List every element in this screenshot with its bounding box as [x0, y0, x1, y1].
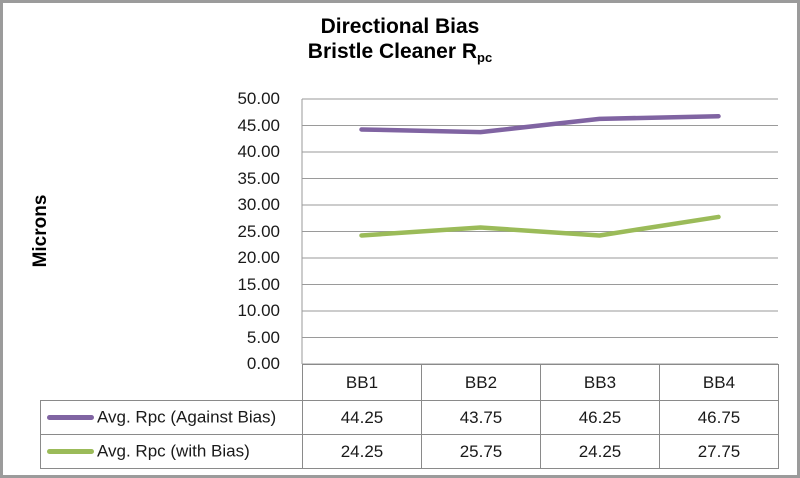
- value-cell: 24.25: [540, 434, 660, 469]
- value-cell: 43.75: [421, 400, 541, 435]
- category-header-cell: BB4: [659, 364, 779, 401]
- y-tick-label: 45.00: [237, 115, 280, 135]
- legend-line-swatch: [47, 415, 94, 421]
- y-tick-label: 10.00: [237, 301, 280, 320]
- chart-title-subscript: pc: [477, 50, 493, 65]
- series-line-1: [359, 214, 721, 238]
- value-cell: 25.75: [421, 434, 541, 469]
- y-tick-label: 0.00: [246, 354, 280, 373]
- y-tick-label: 15.00: [237, 274, 280, 294]
- y-tick-label: 30.00: [237, 195, 280, 214]
- legend-label: Avg. Rpc (Against Bias): [97, 407, 277, 427]
- data-table: BB1 BB2 BB3 BB4 Avg. Rpc (Against Bias) 44.25…: [40, 364, 779, 469]
- chart-title-line2-main: Bristle Cleaner R: [307, 40, 478, 63]
- chart-title-line1: Directional Bias: [320, 15, 480, 38]
- value-cell: 46.75: [659, 400, 779, 435]
- value-cell: 24.25: [302, 434, 422, 469]
- table-row: Avg. Rpc (with Bias) 24.25 25.75 24.25 27.75: [40, 434, 779, 469]
- value-cell: 27.75: [659, 434, 779, 469]
- y-tick-label: 20.00: [237, 248, 280, 267]
- table-row: Avg. Rpc (Against Bias) 44.25 43.75 46.25 46…: [40, 400, 779, 435]
- legend-cell: Avg. Rpc (with Bias): [40, 434, 303, 469]
- chart-title-line2: Bristle Cleaner Rpc: [3, 39, 797, 66]
- y-tick-label: 5.00: [246, 327, 280, 347]
- category-header-cell: BB1: [302, 364, 422, 401]
- category-header-cell: BB3: [540, 364, 660, 401]
- series-line-0: [359, 113, 721, 135]
- legend-cell: Avg. Rpc (Against Bias): [40, 400, 303, 435]
- y-tick-label: 35.00: [237, 168, 280, 188]
- y-tick-label: 25.00: [237, 221, 280, 241]
- y-tick-label: 50.00: [237, 89, 280, 108]
- value-cell: 46.25: [540, 400, 660, 435]
- chart-title: Directional Bias Bristle Cleaner Rpc: [3, 14, 797, 66]
- legend-line-swatch: [47, 449, 94, 455]
- data-table-corner-cell: [41, 365, 303, 401]
- y-tick-label: 40.00: [237, 142, 280, 161]
- value-cell: 44.25: [302, 400, 422, 435]
- category-header-cell: BB2: [421, 364, 541, 401]
- legend-label: Avg. Rpc (with Bias): [97, 441, 250, 461]
